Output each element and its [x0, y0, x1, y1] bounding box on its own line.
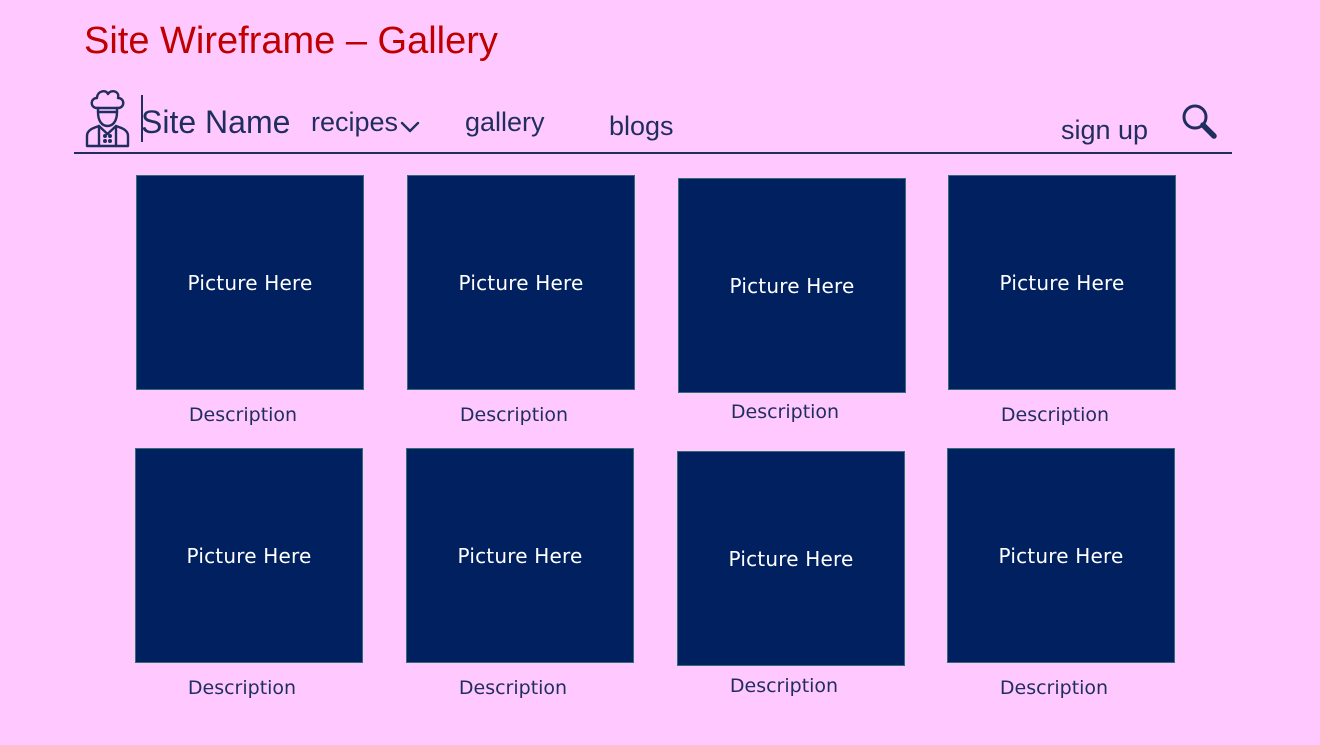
page-title: Site Wireframe – Gallery — [84, 20, 498, 62]
picture-description: Description — [188, 404, 298, 426]
site-name[interactable]: Site Name — [141, 104, 291, 140]
nav-recipes[interactable]: recipes — [311, 107, 399, 137]
picture-description: Description — [1000, 404, 1110, 426]
picture-description: Description — [459, 404, 569, 426]
chevron-down-icon[interactable] — [400, 120, 420, 134]
picture-description: Description — [999, 677, 1109, 699]
top-nav: Site Name recipes gallery blogs sign up — [74, 86, 1232, 154]
chef-icon[interactable] — [84, 88, 130, 148]
gallery-card[interactable]: Picture Here Description — [948, 175, 1176, 426]
text-cursor — [141, 95, 143, 142]
picture-description: Description — [729, 675, 839, 697]
picture-description: Description — [458, 677, 568, 699]
nav-gallery[interactable]: gallery — [465, 107, 545, 137]
gallery-card[interactable]: Picture Here Description — [678, 178, 906, 423]
search-icon[interactable] — [1180, 103, 1218, 141]
picture-placeholder[interactable]: Picture Here — [678, 178, 906, 393]
picture-placeholder[interactable]: Picture Here — [406, 448, 634, 663]
gallery-card[interactable]: Picture Here Description — [135, 448, 363, 699]
gallery-card[interactable]: Picture Here Description — [407, 175, 635, 426]
picture-placeholder[interactable]: Picture Here — [947, 448, 1175, 663]
picture-placeholder[interactable]: Picture Here — [135, 448, 363, 663]
nav-blogs[interactable]: blogs — [609, 111, 674, 141]
picture-placeholder[interactable]: Picture Here — [407, 175, 635, 390]
picture-description: Description — [187, 677, 297, 699]
sign-up-link[interactable]: sign up — [1061, 115, 1149, 145]
picture-placeholder[interactable]: Picture Here — [136, 175, 364, 390]
gallery-card[interactable]: Picture Here Description — [136, 175, 364, 426]
gallery-card[interactable]: Picture Here Description — [406, 448, 634, 699]
gallery-card[interactable]: Picture Here Description — [677, 451, 905, 697]
picture-placeholder[interactable]: Picture Here — [677, 451, 905, 666]
picture-description: Description — [730, 401, 840, 423]
picture-placeholder[interactable]: Picture Here — [948, 175, 1176, 390]
gallery-card[interactable]: Picture Here Description — [947, 448, 1175, 699]
